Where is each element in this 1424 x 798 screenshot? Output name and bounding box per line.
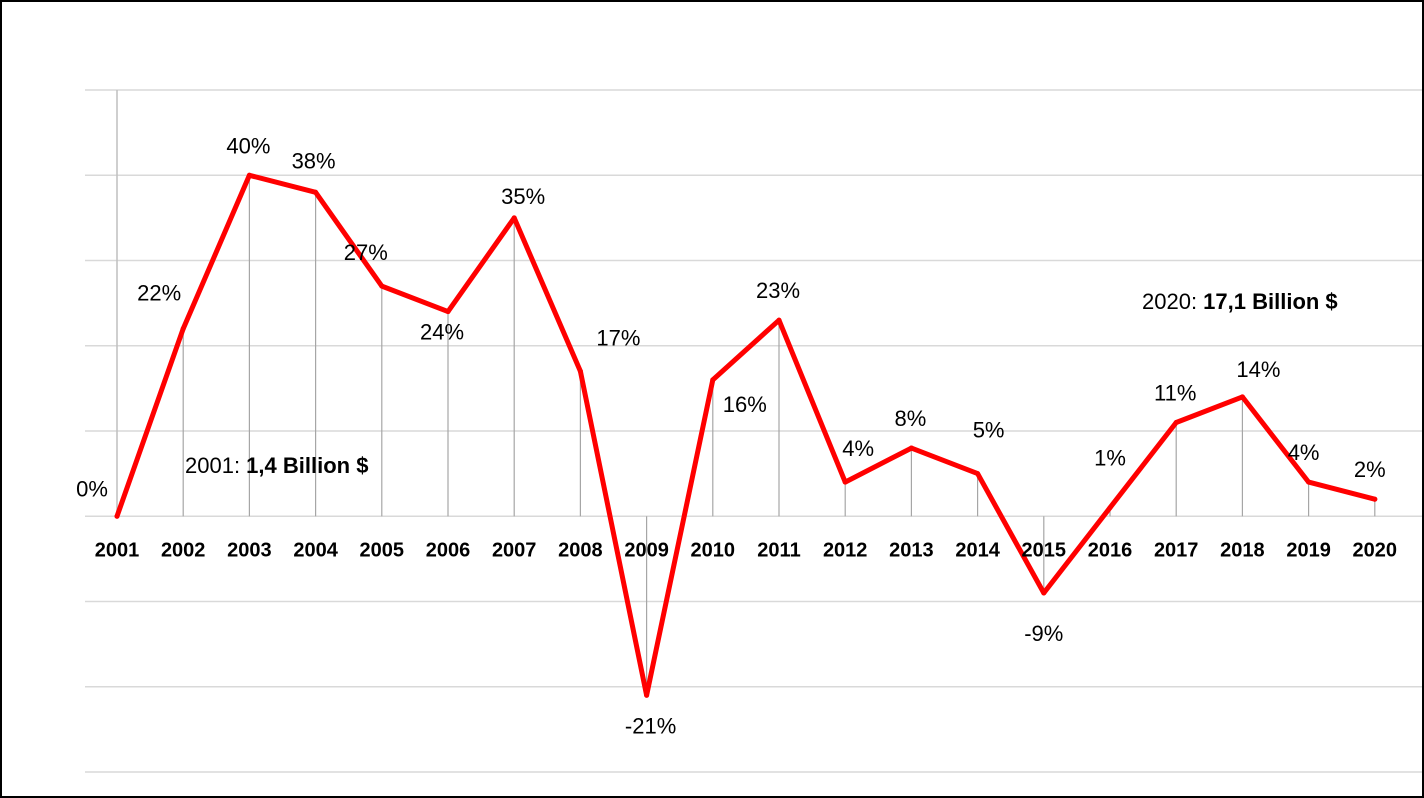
data-point [246,172,252,178]
data-point [908,445,914,451]
data-label: 23% [756,278,800,303]
data-point [1306,479,1312,485]
data-label: 24% [420,320,464,345]
data-label: 16% [723,392,767,417]
data-label: 1% [1094,446,1126,471]
data-labels: 0% 22% 40% 38% 27% 24% 35% 17% -21% 16% 23% 4% 8% 5% -… [76,133,1386,738]
data-point [842,479,848,485]
data-label: -21% [625,713,676,738]
x-tick-label: 2020 [1353,539,1398,561]
x-tick-label: 2004 [293,539,338,561]
x-tick-label: 2019 [1286,539,1331,561]
x-tick-label: 2012 [823,539,868,561]
data-point [445,309,451,315]
x-tick-label: 2016 [1088,539,1133,561]
annotation-2001-value: 1,4 Billion $ [246,453,368,478]
data-label: 40% [226,133,270,158]
data-label: 8% [895,406,927,431]
x-tick-label: 2011 [757,539,800,561]
data-label: 22% [137,281,181,306]
data-label: -9% [1024,621,1063,646]
annotation-2020: 2020: 17,1 Billion $ [1142,289,1338,314]
data-label: 5% [973,418,1005,443]
data-point [1041,590,1047,596]
data-point [577,368,583,374]
x-tick-label: 2017 [1154,539,1199,561]
data-label: 17% [596,325,640,350]
data-point [114,513,120,519]
data-label: 4% [842,436,874,461]
x-tick-label: 2005 [360,539,405,561]
x-tick-label: 2003 [227,539,272,561]
data-label: 35% [501,184,545,209]
data-point [511,215,517,221]
annotation-2001-prefix: 2001: [185,453,246,478]
data-point [1107,505,1113,511]
data-label: 4% [1288,440,1320,465]
data-point [1173,419,1179,425]
x-tick-label: 2014 [955,539,1000,561]
x-tick-label: 2006 [426,539,471,561]
data-point [975,471,981,477]
annotation-2001: 2001: 1,4 Billion $ [185,453,368,478]
series-line [114,172,1378,698]
data-point [1372,496,1378,502]
x-tick-label: 2002 [161,539,206,561]
annotation-2020-prefix: 2020: [1142,289,1203,314]
x-tick-label: 2008 [558,539,603,561]
data-label: 0% [76,476,108,501]
data-point [313,189,319,195]
gridlines [85,89,1422,773]
data-point [1239,394,1245,400]
series-polyline [114,172,1378,698]
annotation-2020-value: 17,1 Billion $ [1203,289,1338,314]
data-point [180,326,186,332]
x-tick-label: 2015 [1022,539,1067,561]
x-axis-ticks: 2001 2002 2003 2004 2005 2006 2007 2008 2009 2010… [95,539,1397,561]
data-label: 2% [1354,457,1386,482]
data-label: 11% [1154,380,1196,405]
data-point [710,377,716,383]
data-point [776,317,782,323]
x-tick-label: 2013 [889,539,934,561]
data-label: 27% [344,240,388,265]
drop-lines [182,175,1376,696]
data-point [644,692,650,698]
x-tick-label: 2010 [691,539,736,561]
x-tick-label: 2001 [95,539,140,561]
x-tick-label: 2018 [1220,539,1265,561]
data-point [379,283,385,289]
data-label: 38% [292,148,336,173]
x-tick-label: 2007 [492,539,537,561]
annotations: 2001: 1,4 Billion $ 2020: 17,1 Billion $ [185,289,1338,478]
data-label: 14% [1236,357,1280,382]
x-tick-label: 2009 [624,539,669,561]
